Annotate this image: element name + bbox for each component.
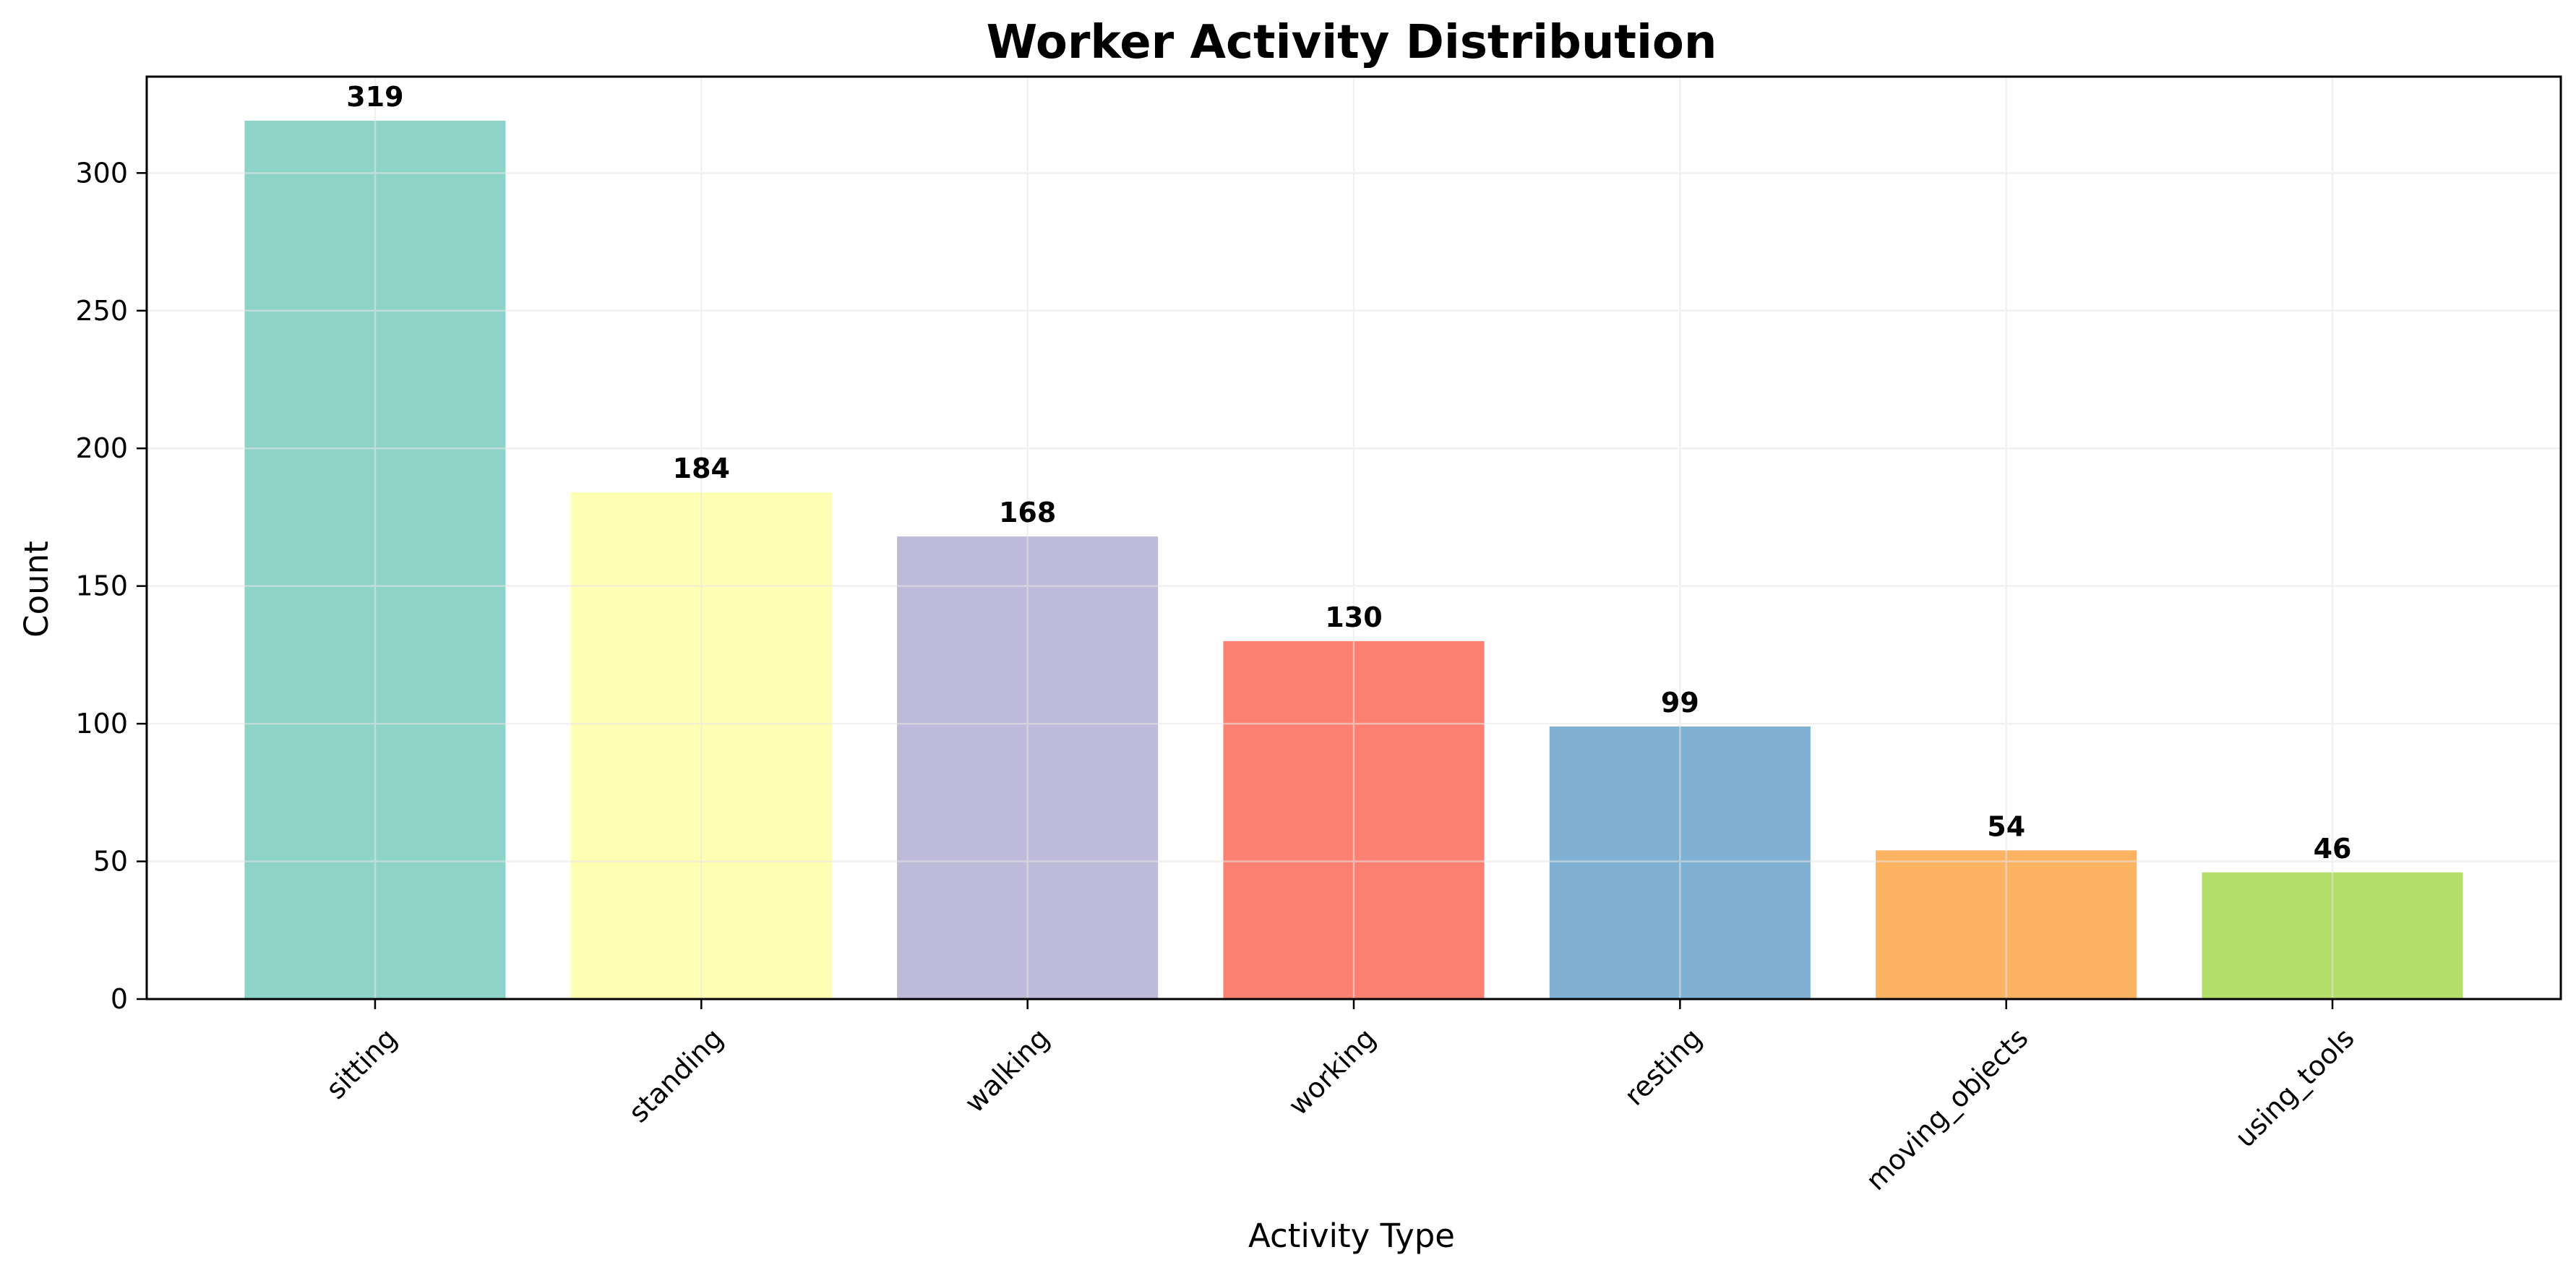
value-label: 99 — [1661, 687, 1699, 719]
x-axis-title: Activity Type — [1248, 1217, 1455, 1255]
chart-title: Worker Activity Distribution — [987, 16, 1717, 69]
value-label: 130 — [1325, 601, 1382, 633]
y-tick-label: 250 — [75, 295, 128, 327]
value-label: 184 — [673, 453, 730, 484]
value-label: 54 — [1987, 810, 2025, 842]
value-label: 46 — [2314, 833, 2352, 865]
y-tick-label: 0 — [111, 983, 128, 1015]
y-tick-label: 200 — [75, 432, 128, 464]
y-tick-label: 50 — [93, 846, 128, 878]
value-label: 319 — [346, 81, 403, 113]
data-labels: 319 184 168 130 99 54 46 — [346, 81, 2351, 865]
plot-frame — [145, 75, 2562, 1001]
y-tick-label: 150 — [75, 570, 128, 602]
y-tick-label: 300 — [75, 157, 128, 189]
value-label: 168 — [999, 497, 1056, 528]
y-axis-title: Count — [17, 541, 56, 638]
y-tick-label: 100 — [75, 708, 128, 740]
